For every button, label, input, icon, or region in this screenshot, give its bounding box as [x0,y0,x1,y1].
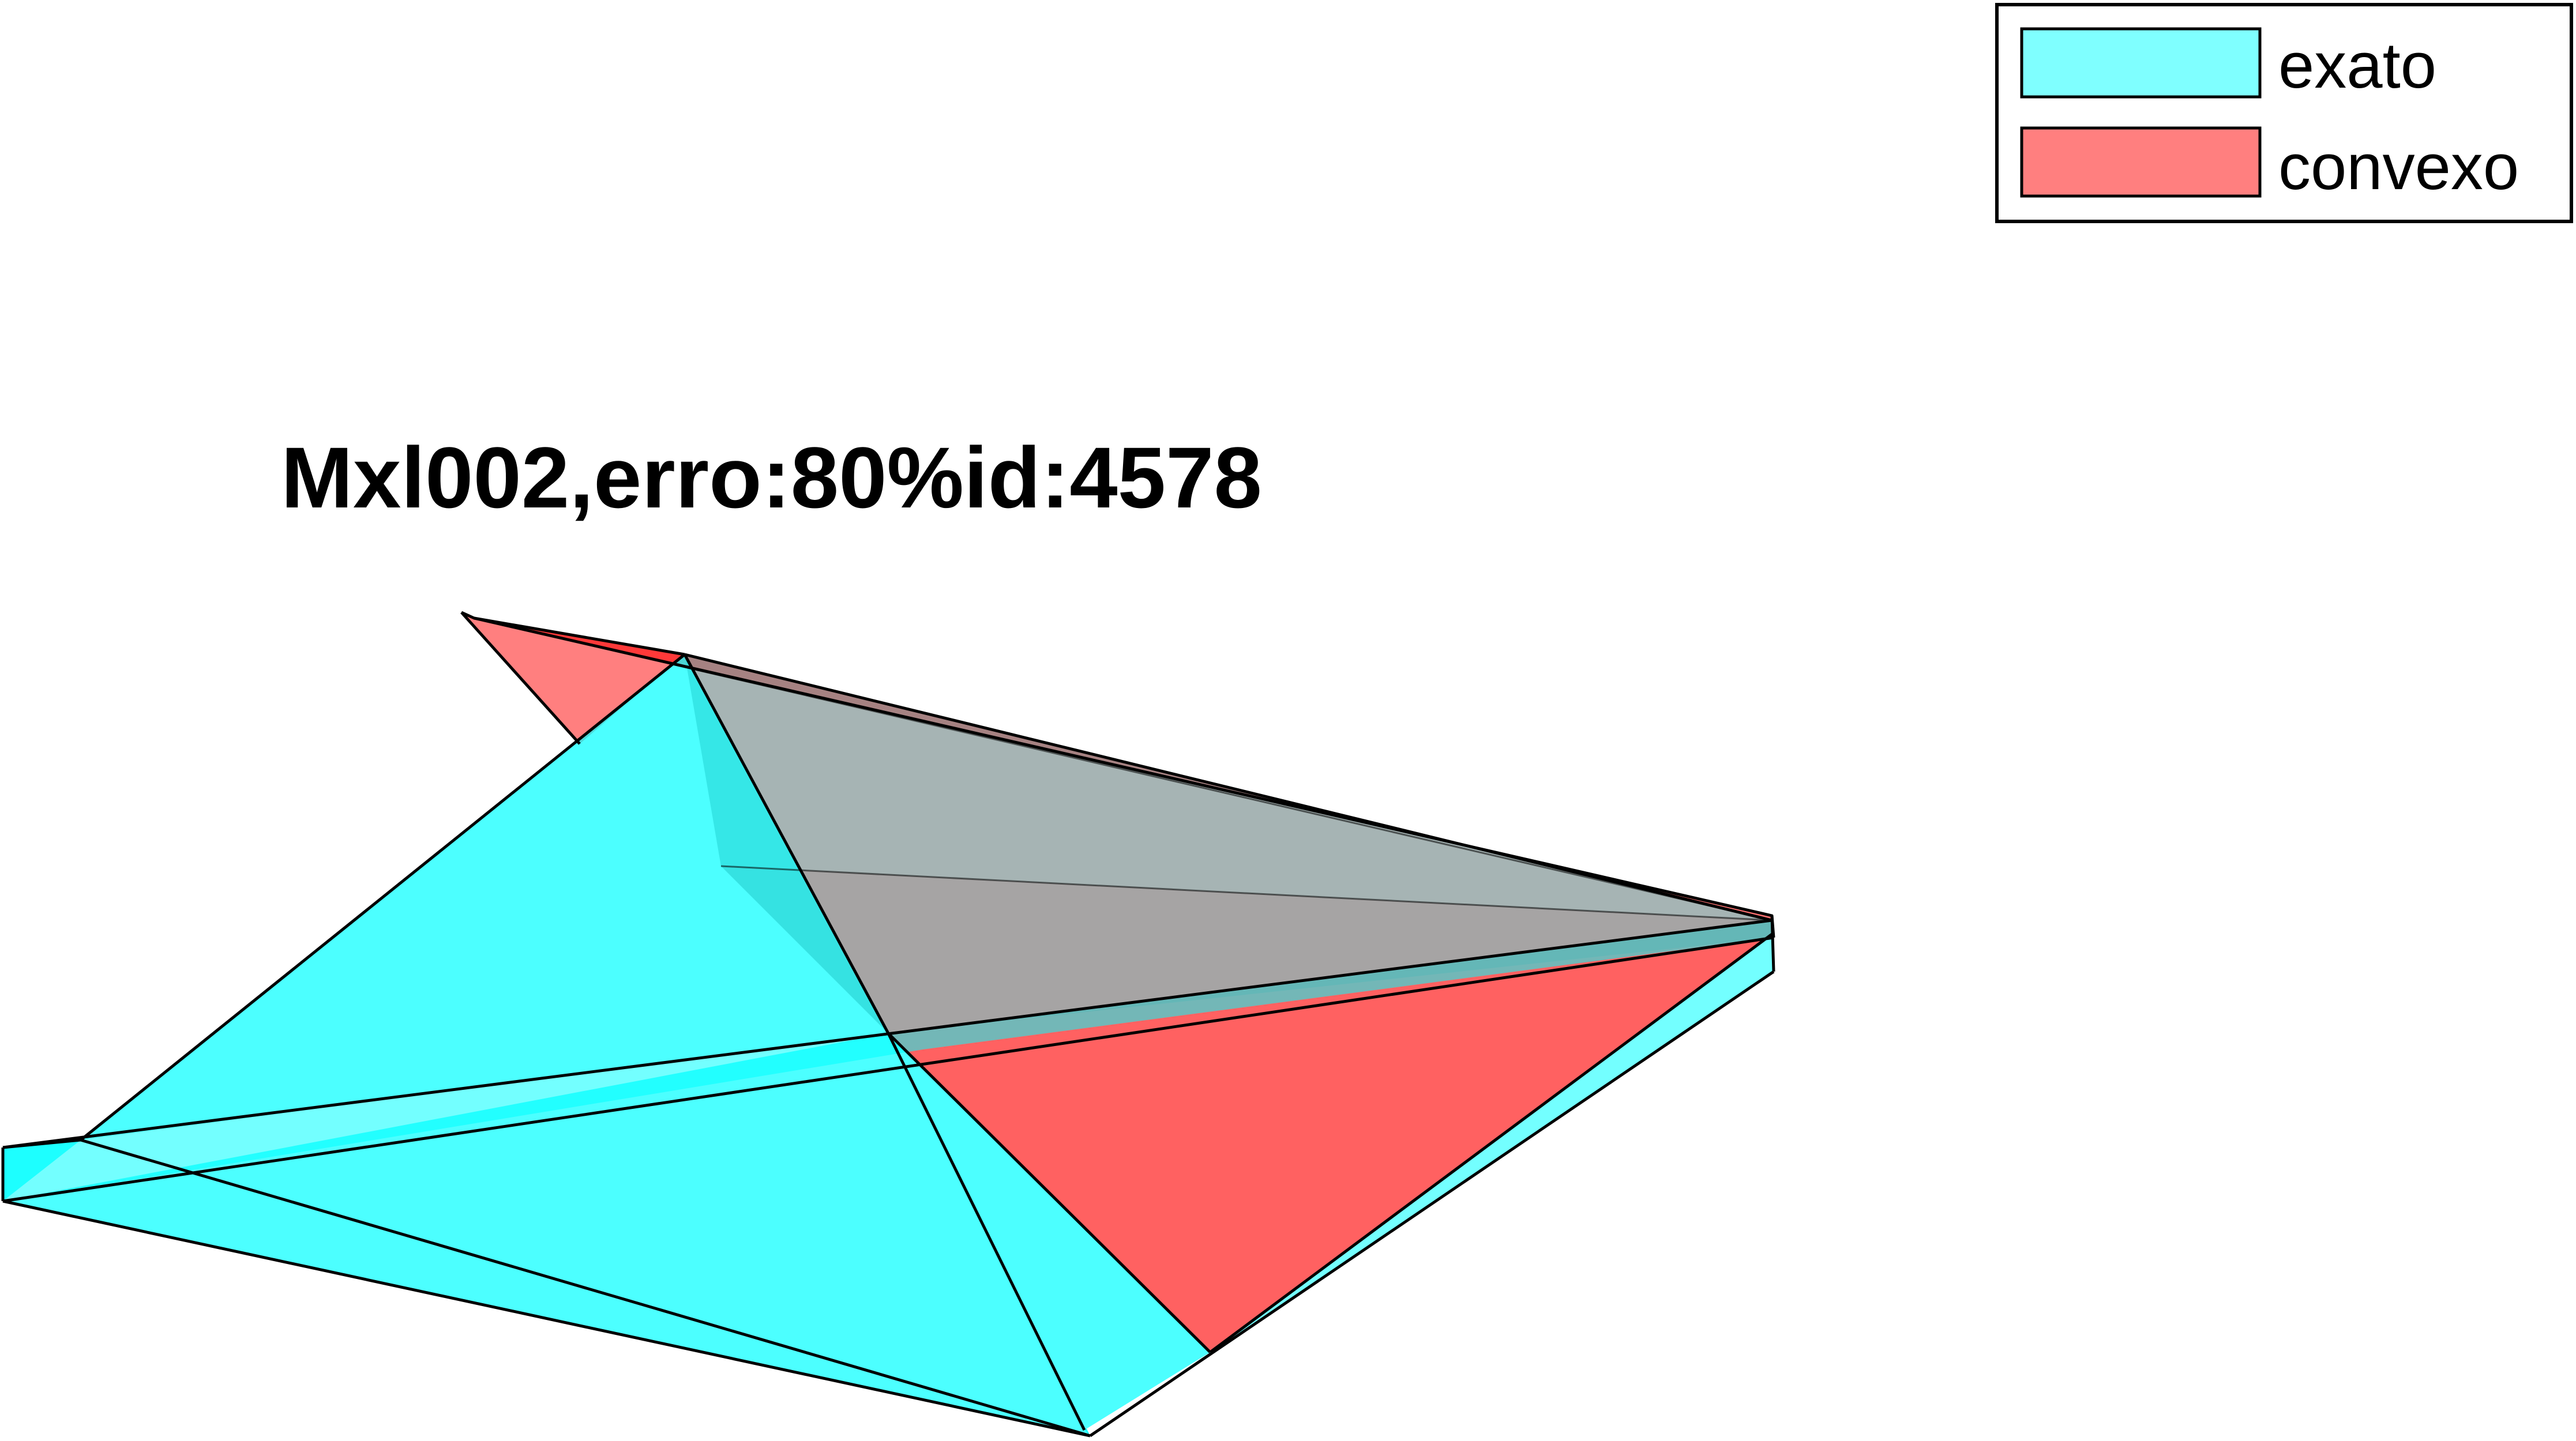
edge-inner-red-1 [720,865,1773,921]
edge-inner-red-2 [888,919,1773,1034]
exato-top-ridge-face [685,654,1774,1033]
exato-left-pyramid-face [81,654,888,1140]
edge-left-slope [80,653,686,1141]
surface-group [1,611,1775,1438]
edge-ridge-top [684,653,1773,922]
edge-red-front-right [1209,932,1773,1354]
exato-bottom-face [3,1033,1090,1436]
edge-bottom-diag [80,1138,1091,1438]
legend-label-exato: exato [2278,29,2436,101]
edge-left-bottom [2,1199,1091,1438]
exato-left-end-cap [3,1140,81,1201]
edge-inner-red-3 [474,617,1773,921]
edge-slab-bottom [2,936,1774,1203]
exato-left-slab-top [3,920,1774,1201]
edge-right-cap [1770,915,1775,972]
legend-swatch-exato [2020,27,2262,99]
plot-title: Mxl002,erro:80%id:4578 [281,429,1262,526]
edge-right-strip-bottom [1089,970,1775,1438]
edge-red-inner [474,616,685,656]
convexo-upper-face [721,866,1772,1033]
edge-center-right [887,1032,1211,1353]
legend-swatch-convexo [2020,126,2262,198]
edge-center-down [887,1032,1086,1431]
legend-label-convexo: convexo [2278,131,2519,203]
surface-edges [1,611,1775,1438]
edge-red-left-diag [460,611,581,745]
exato-bottom-right-face [888,1033,1210,1436]
convexo-front-face [888,920,1772,1352]
legend: exato convexo [1995,3,2573,223]
edge-ridge-down [683,653,890,1034]
